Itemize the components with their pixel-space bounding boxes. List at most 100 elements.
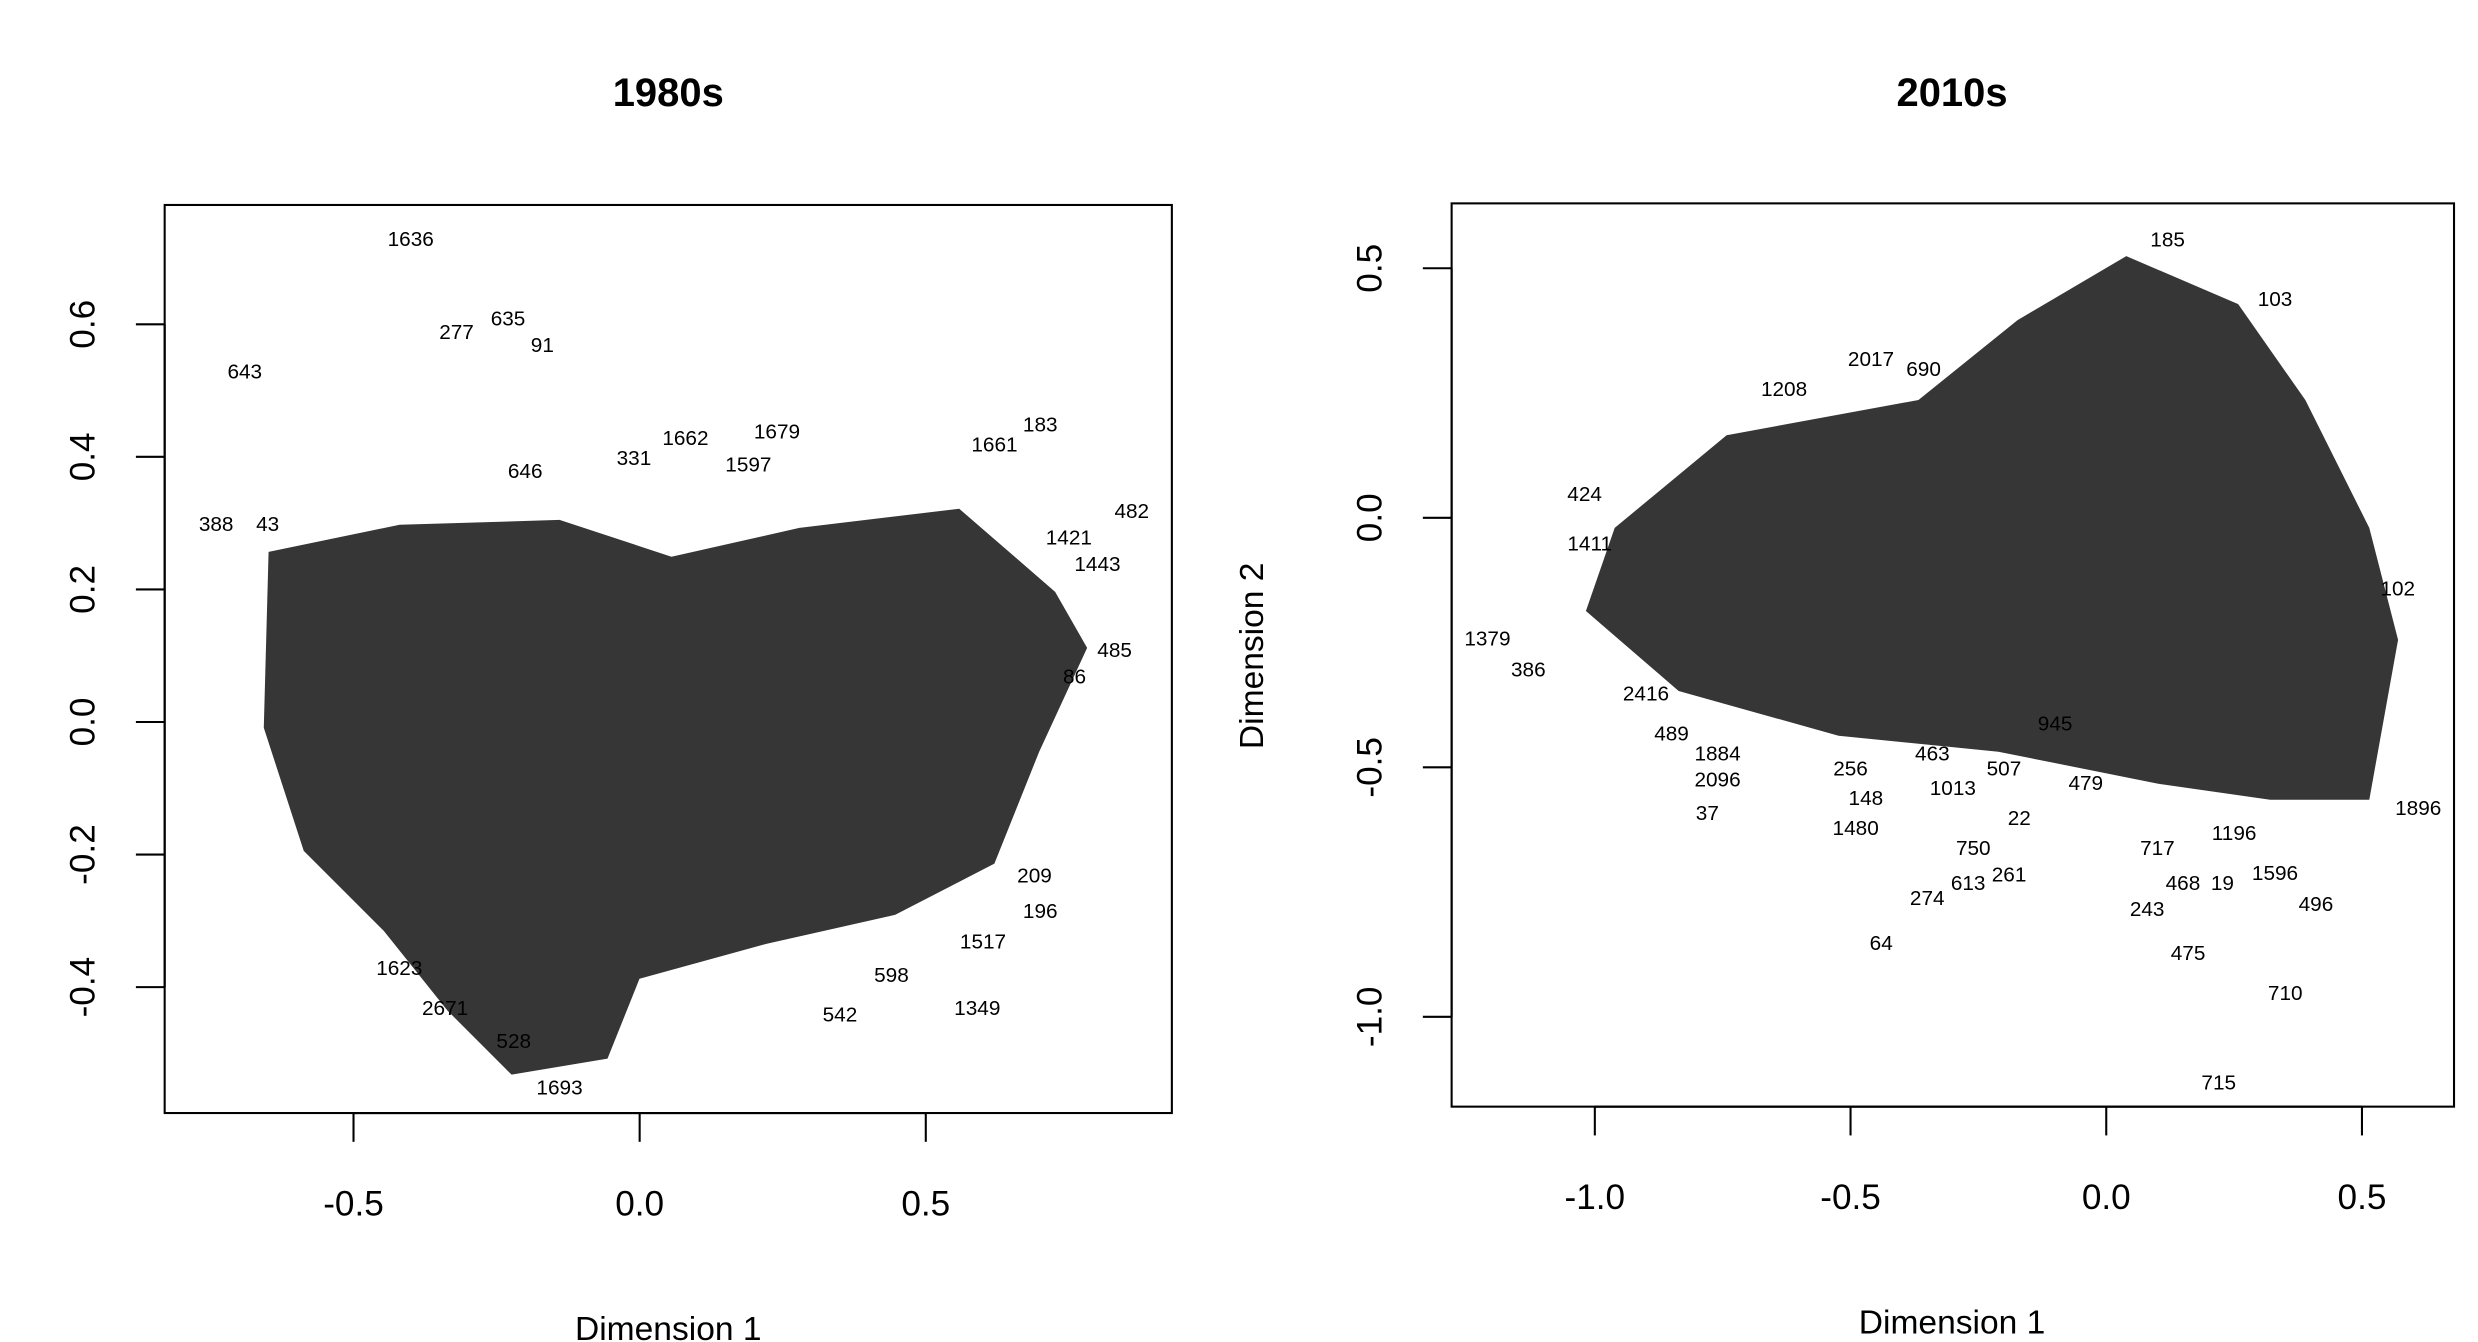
point-label: 1596 [2252, 862, 2298, 885]
point-label: 1597 [725, 453, 771, 476]
x-axis-label: Dimension 1 [575, 1311, 762, 1342]
point-label: 643 [227, 361, 262, 384]
x-tick-label: 0.5 [901, 1184, 950, 1223]
point-label: 1884 [1694, 742, 1740, 765]
x-tick-label: -0.5 [323, 1184, 384, 1223]
x-tick-label: -1.0 [1565, 1178, 1626, 1217]
overplotted-label-cloud [1585, 256, 2399, 800]
point-label: 1196 [2212, 822, 2257, 845]
point-label: 1636 [388, 228, 434, 251]
point-label: 1896 [2395, 797, 2441, 820]
axis-ticks: -1.0 -0.5 0.0 0.5 -1.0 -0.5 0.0 0.5 [1350, 244, 2386, 1217]
point-label: 243 [2130, 898, 2165, 921]
point-label: 485 [1097, 639, 1132, 662]
point-label: 1208 [1761, 378, 1807, 401]
point-label: 635 [491, 308, 526, 331]
point-label: 1623 [376, 957, 422, 980]
point-label: 1443 [1074, 553, 1120, 576]
point-label: 424 [1567, 483, 1602, 506]
point-label: 1421 [1046, 526, 1092, 549]
point-label: 1480 [1833, 817, 1879, 840]
point-label: 2671 [422, 997, 468, 1020]
x-axis-label: Dimension 1 [1859, 1305, 2046, 1342]
point-label: 386 [1511, 659, 1546, 682]
point-label: 1662 [662, 427, 708, 450]
point-label: 148 [1849, 787, 1884, 810]
point-label: 715 [2201, 1072, 2236, 1095]
point-label: 507 [1987, 757, 2022, 780]
point-label: 185 [2150, 228, 2185, 251]
point-label: 102 [2380, 578, 2415, 601]
y-tick-label: -0.5 [1350, 737, 1389, 798]
point-label: 2096 [1694, 768, 1740, 791]
point-label: 183 [1023, 414, 1058, 437]
overplotted-label-cloud [263, 508, 1088, 1075]
point-label: 1411 [1567, 533, 1612, 556]
point-label: 277 [439, 321, 474, 344]
x-tick-label: -0.5 [1820, 1178, 1881, 1217]
point-label: 388 [199, 513, 234, 536]
point-label: 646 [508, 460, 543, 483]
point-label: 475 [2171, 942, 2206, 965]
point-label: 1013 [1930, 777, 1976, 800]
point-label: 64 [1870, 932, 1893, 955]
point-label: 1517 [960, 931, 1006, 954]
point-label: 196 [1023, 900, 1058, 923]
y-tick-label: 0.0 [1350, 493, 1389, 542]
point-label: 37 [1696, 802, 1719, 825]
point-label: 717 [2140, 837, 2175, 860]
point-label: 690 [1906, 358, 1941, 381]
y-tick-label: 0.5 [1350, 244, 1389, 293]
point-label: 1379 [1464, 628, 1510, 651]
axis-ticks: -0.5 0.0 0.5 -0.4 -0.2 0.0 0.2 0.4 0.6 [63, 300, 950, 1224]
point-label: 598 [874, 964, 909, 987]
point-label: 2017 [1848, 348, 1894, 371]
point-label: 2416 [1623, 682, 1669, 705]
point-label: 496 [2299, 893, 2334, 916]
point-label: 1693 [536, 1077, 582, 1100]
point-label: 945 [2038, 712, 2073, 735]
y-tick-label: 0.4 [63, 432, 102, 481]
point-label: 468 [2166, 872, 2201, 895]
point-label: 489 [1654, 722, 1689, 745]
y-tick-label: -0.4 [63, 957, 102, 1018]
point-label: 542 [823, 1004, 858, 1027]
chart-title: 1980s [613, 71, 724, 115]
point-label: 1349 [954, 997, 1000, 1020]
panel-1980s: 1980s -0.5 0.0 0.5 -0.4 -0.2 0.0 0.2 0.4 0.6 163… [63, 71, 1173, 1342]
chart-title: 2010s [1896, 71, 2007, 115]
point-label: 91 [531, 334, 554, 357]
point-label: 86 [1063, 666, 1086, 689]
panel-2010s: 2010s -1.0 -0.5 0.0 0.5 -1.0 -0.5 0.0 0.5 185 10… [1234, 71, 2456, 1342]
point-label: 750 [1956, 837, 1991, 860]
point-label: 103 [2258, 288, 2293, 311]
point-label: 43 [256, 513, 279, 536]
y-tick-label: 0.2 [63, 565, 102, 614]
x-tick-label: 0.0 [2082, 1178, 2131, 1217]
y-axis-label: Dimension 2 [1234, 563, 1271, 750]
point-label: 482 [1114, 500, 1149, 523]
point-label: 22 [2008, 807, 2031, 830]
point-label: 463 [1915, 742, 1950, 765]
point-label: 19 [2211, 872, 2234, 895]
point-label: 1661 [971, 434, 1017, 457]
point-label: 613 [1951, 872, 1986, 895]
point-label: 274 [1910, 887, 1945, 910]
point-label: 710 [2268, 982, 2303, 1005]
point-label: 331 [617, 447, 652, 470]
point-label: 1679 [754, 420, 800, 443]
y-tick-label: -0.2 [63, 824, 102, 885]
y-tick-label: 0.6 [63, 300, 102, 349]
x-tick-label: 0.0 [615, 1184, 664, 1223]
point-label: 209 [1017, 864, 1052, 887]
y-tick-label: -1.0 [1350, 987, 1389, 1048]
x-tick-label: 0.5 [2338, 1178, 2387, 1217]
point-label: 256 [1833, 757, 1868, 780]
point-label: 261 [1992, 863, 2027, 886]
y-tick-label: 0.0 [63, 698, 102, 747]
point-label: 528 [496, 1030, 531, 1053]
point-label: 479 [2068, 772, 2103, 795]
